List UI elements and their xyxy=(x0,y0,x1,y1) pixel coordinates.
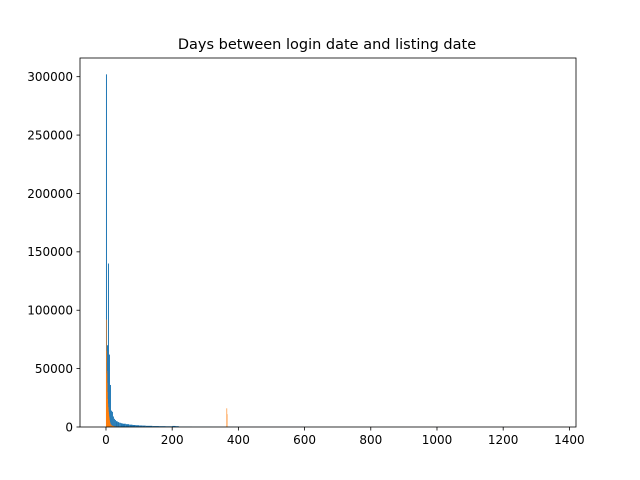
x-tick-label: 1200 xyxy=(488,433,519,447)
chart-title: Days between login date and listing date xyxy=(178,37,476,53)
x-tick-label: 600 xyxy=(293,433,316,447)
x-tick-label: 1400 xyxy=(554,433,585,447)
y-tick-label: 150000 xyxy=(27,245,73,259)
x-tick-label: 400 xyxy=(227,433,250,447)
histogram-bar xyxy=(109,422,111,427)
y-tick-label: 200000 xyxy=(27,187,73,201)
x-tick-label: 200 xyxy=(161,433,184,447)
histogram-bar xyxy=(119,422,121,427)
plot-frame xyxy=(79,57,577,428)
x-axis: 0 200 400 600 800 1000 1200 1400 xyxy=(102,427,585,447)
histogram-bar xyxy=(112,426,115,427)
histogram-bar xyxy=(113,418,115,427)
x-tick-label: 1000 xyxy=(422,433,453,447)
histogram-bar xyxy=(110,410,112,427)
histogram-bar xyxy=(158,426,166,427)
histogram-bar xyxy=(132,425,136,427)
histogram-bar xyxy=(145,425,153,427)
histogram-bar xyxy=(105,74,107,427)
histogram-bar xyxy=(129,424,133,427)
histogram-bar xyxy=(110,423,111,427)
y-tick-label: 100000 xyxy=(27,304,73,318)
histogram-bar xyxy=(114,419,116,427)
y-axis: 0 50000 100000 150000 200000 250000 300000 xyxy=(27,70,80,434)
y-tick-label: 300000 xyxy=(27,70,73,84)
histogram-bar xyxy=(120,423,123,427)
histogram-bar xyxy=(111,425,112,427)
histogram-bar xyxy=(111,411,113,427)
y-tick-label: 50000 xyxy=(35,362,73,376)
histogram-bar xyxy=(139,425,143,427)
histogram-bar xyxy=(108,354,110,427)
histogram-bar xyxy=(152,426,159,427)
histogram-bar xyxy=(115,421,118,427)
histogram-bar xyxy=(111,425,113,427)
histogram-bar xyxy=(172,425,176,427)
y-tick-label: 250000 xyxy=(27,128,73,142)
x-tick-label: 800 xyxy=(359,433,382,447)
histogram-bars xyxy=(105,74,553,427)
histogram-bar xyxy=(117,422,120,427)
y-tick-label: 0 xyxy=(65,420,73,434)
histogram-bar xyxy=(112,416,114,427)
histogram-bar xyxy=(110,424,112,427)
histogram-bar xyxy=(226,414,228,427)
histogram-bar xyxy=(107,263,109,427)
histogram-bar xyxy=(135,425,140,427)
histogram-bar xyxy=(175,426,179,427)
histogram-bar xyxy=(142,425,146,427)
axes-frame xyxy=(79,57,577,428)
x-tick-label: 0 xyxy=(102,433,110,447)
histogram-bar xyxy=(125,424,130,427)
histogram-bar xyxy=(122,423,126,427)
histogram-bar xyxy=(109,384,111,427)
